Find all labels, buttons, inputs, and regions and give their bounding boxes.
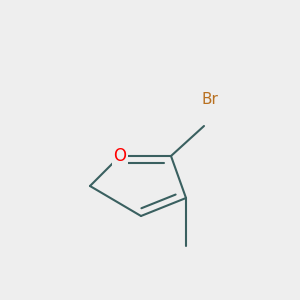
Text: Br: Br <box>202 92 218 106</box>
Text: O: O <box>113 147 127 165</box>
